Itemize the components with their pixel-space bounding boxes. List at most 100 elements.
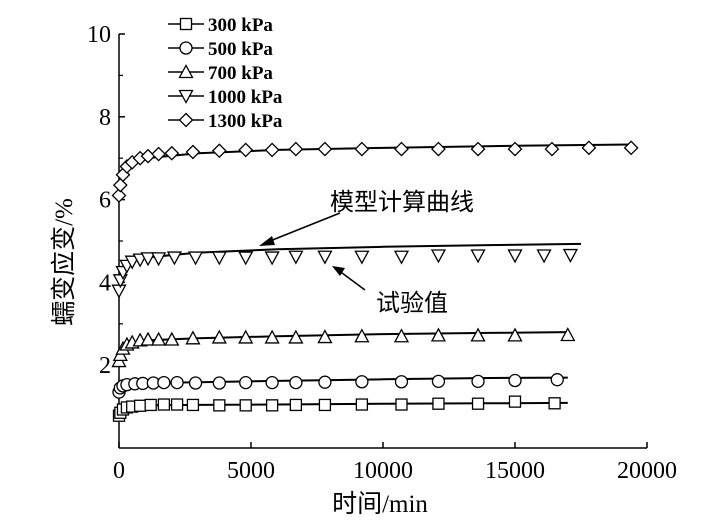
y-tick-label: 6: [99, 188, 111, 214]
point-1000-kpa: [187, 251, 204, 266]
point-500-kpa: [431, 374, 446, 388]
curve-300-kpa: [118, 401, 568, 417]
annotation-model-curve: 模型计算曲线: [330, 188, 474, 216]
point-500-kpa: [265, 375, 279, 390]
y-tick-label: 4: [99, 270, 111, 296]
point-1300-kpa: [354, 141, 370, 157]
data-markers: [111, 140, 639, 422]
point-500-kpa: [394, 375, 409, 389]
point-300-kpa: [395, 398, 408, 411]
annotations: 模型计算曲线 试验值: [259, 188, 474, 317]
point-700-kpa: [238, 329, 254, 344]
point-500-kpa: [289, 375, 303, 390]
point-300-kpa: [265, 399, 279, 412]
point-700-kpa: [211, 329, 227, 344]
point-500-kpa: [318, 375, 332, 389]
point-300-kpa: [157, 398, 171, 411]
annotation-test-values-arrow: [337, 269, 366, 291]
legend-marker-1300-kpa: [178, 112, 194, 128]
point-1000-kpa: [211, 251, 227, 266]
point-1000-kpa: [238, 251, 254, 266]
x-tick-label: 10000: [353, 458, 413, 484]
point-1000-kpa: [562, 248, 579, 263]
curve-500-kpa: [118, 376, 568, 393]
point-1000-kpa: [166, 251, 183, 266]
point-1300-kpa: [470, 141, 486, 157]
x-tick-label: 15000: [485, 458, 545, 484]
point-1300-kpa: [431, 141, 446, 157]
point-1000-kpa: [430, 249, 447, 264]
point-300-kpa: [239, 399, 252, 412]
legend-label-300-kpa: 300 kPa: [208, 15, 273, 36]
point-700-kpa: [288, 329, 304, 344]
point-1000-kpa: [151, 252, 167, 267]
point-1300-kpa: [151, 146, 167, 162]
point-1300-kpa: [544, 141, 560, 157]
curve-700-kpa: [118, 331, 568, 362]
point-1300-kpa: [623, 140, 639, 156]
point-300-kpa: [471, 397, 485, 410]
point-1300-kpa: [211, 143, 227, 159]
y-tick-label: 10: [87, 22, 111, 48]
y-tick-label: 2: [99, 353, 111, 379]
point-700-kpa: [264, 329, 280, 344]
point-300-kpa: [144, 398, 157, 412]
point-300-kpa: [133, 399, 147, 412]
point-300-kpa: [432, 397, 445, 410]
legend-label-700-kpa: 700 kPa: [208, 63, 273, 84]
point-500-kpa: [239, 375, 253, 390]
point-1300-kpa: [112, 177, 128, 193]
y-axis-label: 蠕变应变/%: [50, 198, 78, 326]
annotation-model-curve-arrowhead: [259, 236, 275, 246]
legend-label-1300-kpa: 1300 kPa: [208, 111, 283, 132]
point-300-kpa: [170, 398, 184, 411]
point-700-kpa: [140, 331, 156, 346]
legend-label-500-kpa: 500 kPa: [208, 39, 273, 60]
point-1300-kpa: [394, 141, 409, 157]
point-1300-kpa: [185, 144, 201, 160]
point-500-kpa: [212, 376, 226, 390]
x-axis-label: 时间/min: [332, 490, 428, 518]
point-1000-kpa: [111, 284, 127, 299]
point-300-kpa: [318, 398, 332, 412]
legend: 300 kPa 500 kPa 700 kPa 1000 kPa 1300 kPa: [168, 15, 283, 132]
annotation-model-curve-arrow: [264, 212, 341, 244]
point-1000-kpa: [288, 250, 304, 265]
point-700-kpa: [354, 328, 370, 343]
point-1300-kpa: [264, 142, 280, 158]
point-1000-kpa: [470, 249, 486, 264]
legend-label-1000-kpa: 1000 kPa: [208, 87, 283, 108]
point-1000-kpa: [354, 250, 370, 265]
point-700-kpa: [507, 327, 523, 342]
point-1300-kpa: [507, 141, 523, 157]
point-700-kpa: [470, 327, 486, 342]
axes: 0 5000 10000 15000 20000 2 4 6 8 10: [87, 22, 677, 484]
point-1300-kpa: [164, 145, 180, 161]
point-1000-kpa: [536, 249, 552, 264]
point-500-kpa: [471, 374, 485, 388]
point-1300-kpa: [238, 142, 254, 158]
legend-marker-300-kpa: [179, 17, 193, 31]
point-500-kpa: [188, 376, 203, 390]
point-300-kpa: [289, 398, 303, 412]
point-500-kpa: [157, 375, 171, 390]
x-tick-label: 5000: [227, 458, 275, 484]
legend-marker-500-kpa: [179, 41, 193, 55]
point-1000-kpa: [507, 249, 523, 264]
point-1000-kpa: [317, 250, 333, 265]
point-700-kpa: [393, 328, 410, 343]
point-700-kpa: [185, 330, 201, 345]
point-300-kpa: [508, 395, 522, 408]
annotation-test-values-arrowhead: [332, 266, 345, 276]
point-700-kpa: [560, 327, 576, 342]
point-700-kpa: [317, 329, 333, 344]
point-300-kpa: [186, 398, 200, 412]
y-tick-label: 8: [99, 105, 111, 131]
point-300-kpa: [548, 397, 561, 410]
point-1300-kpa: [111, 188, 127, 203]
point-1000-kpa: [393, 250, 410, 265]
point-1300-kpa: [581, 140, 597, 156]
point-1000-kpa: [264, 251, 280, 266]
x-tick-label: 0: [113, 458, 125, 484]
